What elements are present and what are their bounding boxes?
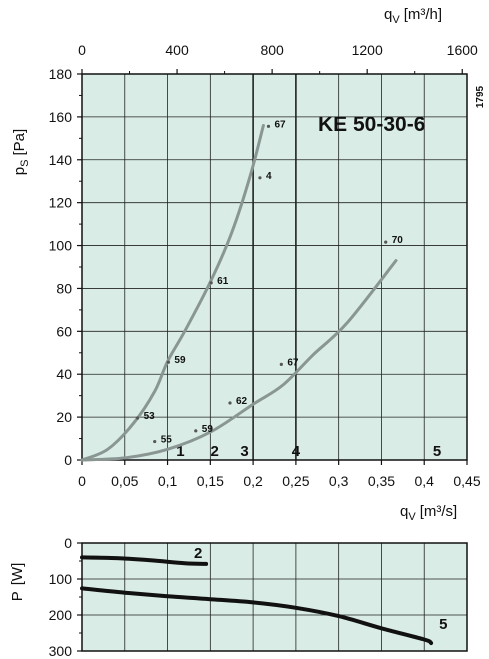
pressure-tick-label: 180 xyxy=(49,66,73,82)
flow-m3s-ticks: 0 0,05 0,1 0,15 0,2 0,25 0,3 0,35 0,4 0,45 xyxy=(78,460,481,489)
pressure-ticks: 0 20 40 60 80 100 120 140 160 180 xyxy=(49,66,82,468)
power-tick-label: 300 xyxy=(49,643,73,659)
pressure-tick-label: 80 xyxy=(56,280,72,296)
flow-m3h-subscript: V xyxy=(392,14,400,26)
flow-m3s-unit: [m³/s] xyxy=(420,503,458,520)
power-tick-label: 100 xyxy=(49,571,73,587)
power-tick-label: 200 xyxy=(49,607,73,623)
pressure-tick-label: 60 xyxy=(56,323,72,339)
power-curve-line xyxy=(80,555,209,566)
flow-m3s-tick-label: 0,15 xyxy=(197,473,224,489)
pressure-plot-background xyxy=(82,74,467,460)
noise-marker xyxy=(166,360,170,364)
power-axis-title: P [W] xyxy=(9,563,26,602)
noise-marker xyxy=(279,362,283,366)
flow-m3s-tick-label: 0,3 xyxy=(329,473,349,489)
power-curve-label: 2 xyxy=(194,545,202,562)
flow-m3s-symbol: q xyxy=(400,503,408,520)
power-curve-line xyxy=(80,586,434,646)
pressure-axis-symbol: p xyxy=(11,167,28,175)
flow-m3s-subscript: V xyxy=(408,511,416,523)
flow-m3h-tick-label: 800 xyxy=(260,42,284,58)
model-label: KE 50-30-6 xyxy=(318,113,425,136)
pressure-tick-label: 40 xyxy=(56,366,72,382)
noise-level-label: 4 xyxy=(266,171,272,182)
pressure-curve-line xyxy=(80,124,265,462)
zone-markers: 1 2 3 4 5 xyxy=(176,443,441,460)
noise-level-label: 62 xyxy=(236,396,248,407)
power-tick-label: 0 xyxy=(64,535,72,551)
noise-level-label: 53 xyxy=(144,411,156,422)
pressure-tick-label: 0 xyxy=(64,452,72,468)
figure-id: 1795 xyxy=(475,85,486,108)
noise-level-label: 59 xyxy=(174,355,186,366)
noise-level-label: 55 xyxy=(161,435,173,446)
noise-marker xyxy=(136,416,140,420)
flow-m3s-tick-label: 0 xyxy=(78,473,86,489)
flow-m3h-tick-label: 0 xyxy=(78,42,86,58)
power-axis-unit: [W] xyxy=(9,563,26,586)
flow-m3s-tick-label: 0,2 xyxy=(243,473,263,489)
power-grid xyxy=(82,543,467,651)
flow-m3s-tick-label: 0,25 xyxy=(282,473,309,489)
pressure-grid xyxy=(82,74,467,460)
pressure-chart: 0 0,05 0,1 0,15 0,2 0,25 0,3 0,35 0,4 0,45 0 400 80… xyxy=(11,6,486,523)
pressure-axis-title: pS [Pa] xyxy=(11,129,31,175)
svg-text:pS[Pa]: pS [Pa] xyxy=(11,129,31,175)
power-curve-label: 5 xyxy=(439,616,447,633)
flow-m3h-tick-label: 400 xyxy=(165,42,189,58)
flow-m3s-tick-label: 0,45 xyxy=(453,473,480,489)
noise-level-label: 67 xyxy=(287,357,299,368)
noise-marker xyxy=(228,401,232,405)
power-curves: 25 xyxy=(80,545,447,646)
pressure-curve-line xyxy=(80,259,398,462)
figure-id-text: 1795 xyxy=(475,85,486,108)
flow-m3s-tick-label: 0,05 xyxy=(111,473,138,489)
zone-label: 5 xyxy=(433,443,441,460)
power-axis-symbol: P xyxy=(9,591,26,601)
flow-m3h-tick-label: 1200 xyxy=(352,42,383,58)
noise-level-label: 67 xyxy=(275,119,287,130)
pressure-axis-unit: [Pa] xyxy=(11,129,28,156)
svg-text:P[W]: P [W] xyxy=(9,563,26,602)
flow-m3s-tick-label: 0,4 xyxy=(414,473,434,489)
noise-marker xyxy=(209,281,213,285)
pressure-axis-subscript: S xyxy=(19,160,31,167)
noise-level-label: 61 xyxy=(217,276,229,287)
noise-level-label: 59 xyxy=(202,424,214,435)
power-ticks: 0 100 200 300 xyxy=(49,535,82,659)
zone-label: 1 xyxy=(176,443,184,460)
flow-m3h-ticks: 0 400 800 1200 1600 xyxy=(78,42,478,74)
flow-m3h-tick-label: 1600 xyxy=(447,42,478,58)
pressure-tick-label: 140 xyxy=(49,152,73,168)
pressure-tick-label: 20 xyxy=(56,409,72,425)
pressure-tick-label: 160 xyxy=(49,109,73,125)
flow-m3s-tick-label: 0,1 xyxy=(158,473,178,489)
flow-m3s-tick-label: 0,35 xyxy=(368,473,395,489)
pressure-curves: 53 55 59 61 4 67 59 62 67 70 xyxy=(80,119,404,462)
zone-label: 2 xyxy=(210,443,218,460)
zone-label: 3 xyxy=(240,443,248,460)
noise-marker xyxy=(266,124,271,128)
flow-m3h-unit: [m³/h] xyxy=(404,6,442,23)
flow-m3h-symbol: q xyxy=(384,6,392,23)
flow-m3h-axis-title: qV [m³/h] xyxy=(384,6,442,26)
zone-label: 4 xyxy=(292,443,301,460)
noise-marker xyxy=(153,439,157,444)
noise-marker xyxy=(384,240,388,244)
noise-marker xyxy=(258,176,262,180)
noise-marker xyxy=(194,429,198,433)
pressure-tick-label: 100 xyxy=(49,238,73,254)
pressure-tick-label: 120 xyxy=(49,195,73,211)
flow-m3s-axis-title: qV [m³/s] xyxy=(400,503,457,523)
noise-level-label: 70 xyxy=(392,235,404,246)
